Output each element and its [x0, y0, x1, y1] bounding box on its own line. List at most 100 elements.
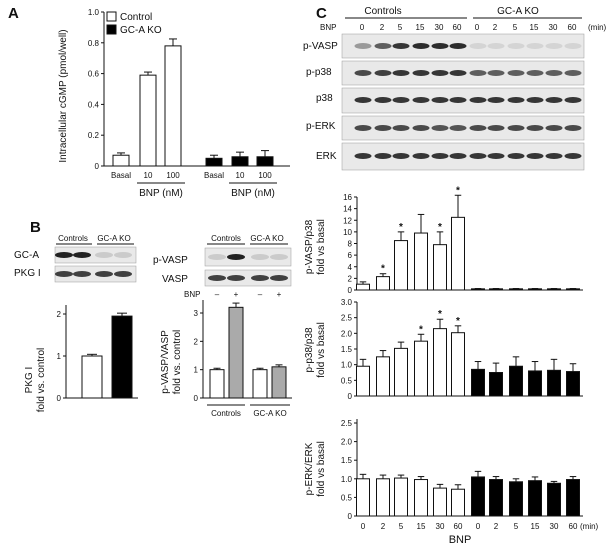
b1-bar-gcako — [111, 315, 133, 399]
c-band-pp38-2 — [392, 70, 410, 76]
c3-y-tick-label-5: 2.5 — [341, 419, 353, 428]
c-time-bottom-4: 30 — [436, 522, 445, 531]
b-blot1-band-pkg-0 — [55, 271, 73, 277]
b1-y-tick-label-2: 2 — [57, 310, 62, 319]
a-bar-control-0 — [112, 154, 130, 167]
c-xlabel: BNP — [449, 534, 472, 546]
c-band-perk-3 — [412, 125, 430, 131]
c2-y-tick-label-5: 2.5 — [341, 314, 353, 323]
b-blot1-band-pkg-2 — [95, 271, 113, 277]
b2-y-tick-label-0: 0 — [194, 394, 199, 403]
c-band-p38-2 — [392, 97, 410, 103]
b-blot2-band-pvasp-3 — [270, 254, 288, 260]
c-time-bottom-6: 0 — [476, 522, 481, 531]
c-band-pp38-8 — [507, 70, 525, 76]
c-chart2-ylabel1: p-p38/p38 — [304, 327, 315, 372]
c1-y-tick-label-4: 8 — [348, 240, 353, 249]
c-band-perk-6 — [469, 125, 487, 131]
c-band-pvasp-9 — [526, 43, 544, 49]
c-time-bottom-8: 5 — [514, 522, 519, 531]
c-row-erk: ERK — [316, 151, 337, 162]
c2-bar-2 — [394, 347, 408, 397]
c-band-p38-5 — [449, 97, 467, 103]
c2-bar-4-significance: * — [438, 309, 442, 320]
c-band-p38-3 — [412, 97, 430, 103]
c1-y-tick-label-6: 12 — [343, 216, 352, 225]
a-bar-gcako-1 — [231, 156, 249, 167]
c3-bar-1 — [376, 478, 390, 517]
c2-y-tick-label-6: 3.0 — [341, 298, 353, 307]
a-bar-gcako-2 — [256, 156, 274, 167]
c-band-pp38-4 — [431, 70, 449, 76]
c-time-bottom-5: 60 — [454, 522, 463, 531]
c-band-perk-11 — [564, 125, 582, 131]
c-bnp-label: BNP — [320, 23, 336, 32]
c1-y-tick-label-3: 6 — [348, 251, 353, 260]
b-blot2-pvasp-strip — [204, 247, 292, 267]
c2-bar-10 — [547, 369, 561, 397]
c2-bar-8 — [509, 365, 523, 397]
c-time-bottom-0: 0 — [361, 522, 366, 531]
c-time-top-8: 5 — [513, 23, 518, 32]
c-band-pp38-10 — [545, 70, 563, 76]
panel-a-y-axis: 0 0.2 0.4 0.6 0.8 1.0 — [88, 8, 104, 171]
c2-bar-0 — [356, 365, 370, 397]
legend-label-control: Control — [120, 12, 152, 23]
c-row-pvasp: p-VASP — [303, 41, 338, 52]
c2-bar-5 — [451, 332, 465, 397]
c-band-perk-9 — [526, 125, 544, 131]
c2-bar-1 — [376, 356, 390, 397]
c1-bar-3 — [414, 232, 428, 291]
b-chart1-ylabel2: fold vs. control — [36, 348, 47, 412]
b-blot2-vasp-strip — [204, 269, 292, 287]
c2-bar-4 — [433, 328, 447, 397]
c-chart3-y-ticks: 0 0.5 1.0 1.5 2.0 2.5 — [341, 419, 357, 521]
b-blot1-row-gca: GC-A — [14, 250, 39, 261]
c2-y-tick-label-1: 0.5 — [341, 376, 353, 385]
c1-bar-0 — [356, 283, 370, 291]
b-bnp-plus-1: + — [234, 290, 239, 299]
a-cat-100-1: 100 — [166, 171, 180, 180]
c-band-p38-7 — [487, 97, 505, 103]
c-band-erk-2 — [392, 153, 410, 159]
a-xlabel-right: BNP (nM) — [231, 188, 275, 199]
a-cat-10-2: 10 — [236, 171, 245, 180]
c-band-perk-1 — [374, 125, 392, 131]
c-time-bottom-3: 15 — [417, 522, 426, 531]
c-row-p38: p38 — [316, 93, 333, 104]
b2-bar-1 — [228, 306, 244, 399]
a-cat-basal-2: Basal — [204, 171, 224, 180]
c1-bar-1 — [376, 276, 390, 291]
c-time-top-4: 30 — [435, 23, 444, 32]
b-bnp-minus-2: – — [258, 290, 263, 299]
c-band-pp38-3 — [412, 70, 430, 76]
c1-bar-1-significance: * — [381, 264, 385, 275]
b-chart2-group-gcako: GC-A KO — [253, 409, 286, 418]
c-time-bottom-7: 2 — [494, 522, 499, 531]
c-band-perk-4 — [431, 125, 449, 131]
c-time-top-10: 30 — [549, 23, 558, 32]
b-blot1-bands — [55, 252, 132, 277]
b-bnp-minus-1: – — [215, 290, 220, 299]
b-bnp-plus-2: + — [277, 290, 282, 299]
b-blot2-band-pvasp-0 — [208, 254, 226, 260]
c-min-label-top: (min) — [588, 23, 607, 32]
c3-y-tick-label-4: 2.0 — [341, 438, 353, 447]
b-blot1-band-pkg-1 — [73, 271, 91, 277]
c-band-perk-2 — [392, 125, 410, 131]
b-bnp-label: BNP — [184, 290, 200, 299]
a-y-tick-label-5: 1.0 — [88, 8, 100, 17]
b1-bar-control — [81, 355, 103, 399]
c3-bar-5 — [451, 488, 465, 517]
c-band-erk-10 — [545, 153, 563, 159]
c-band-pp38-11 — [564, 70, 582, 76]
a-y-tick-label-3: 0.6 — [88, 70, 100, 79]
c-chart1-ylabel2: fold vs basal — [316, 219, 327, 275]
c-band-perk-5 — [449, 125, 467, 131]
c-band-erk-8 — [507, 153, 525, 159]
c-time-bottom-1: 2 — [381, 522, 386, 531]
a-cat-basal-1: Basal — [111, 171, 131, 180]
b-blot1-band-pkg-3 — [114, 271, 132, 277]
a-y-tick-label-4: 0.8 — [88, 39, 100, 48]
legend-swatch-gcako — [106, 24, 117, 35]
